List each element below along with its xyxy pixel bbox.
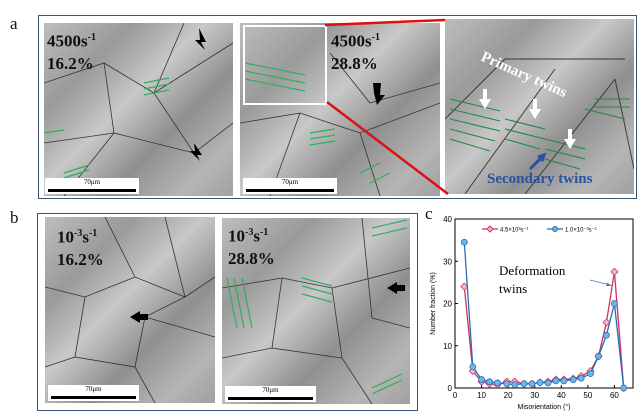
rate-base: 10: [57, 227, 74, 247]
data-point: [460, 238, 468, 246]
y-tick-label: 40: [443, 215, 452, 224]
zoomed-micrograph: Primary twins Secondary twins: [445, 19, 634, 194]
y-tick-label: 0: [448, 384, 453, 393]
x-tick-label: 0: [453, 391, 458, 400]
data-point: [469, 363, 477, 371]
panel-label-b: b: [10, 208, 19, 227]
scale-label: 70μm: [85, 385, 102, 393]
data-point: [503, 380, 511, 388]
rate-unit: s: [253, 226, 260, 246]
y-tick-label: 20: [443, 300, 452, 309]
y-tick-label: 30: [443, 257, 452, 266]
rate-unit: s: [82, 227, 89, 247]
y-tick-label: 10: [443, 342, 452, 351]
secondary-twins-label: Secondary twins: [487, 171, 593, 187]
micrograph-b2: 10-3s-1 28.8% 70μm: [222, 218, 410, 404]
annotation-text: Deformation: [499, 263, 566, 278]
scale-bar: 70μm: [48, 385, 139, 401]
rate-base: 10: [228, 226, 245, 246]
data-point: [494, 379, 501, 387]
strain-label: 28.8%: [228, 248, 275, 268]
x-tick-label: 20: [504, 391, 513, 400]
rate-label: 4500s: [331, 31, 372, 51]
data-point: [511, 381, 519, 389]
rate-label: 4500s: [47, 31, 88, 51]
data-point: [577, 374, 585, 382]
x-tick-label: 10: [477, 391, 486, 400]
data-point: [610, 267, 619, 276]
x-tick-label: 30: [530, 391, 539, 400]
data-point: [520, 380, 528, 388]
data-point: [603, 331, 610, 339]
panel-b-frame: [37, 213, 418, 411]
panel-a-frame: [38, 15, 637, 199]
data-point: [536, 379, 544, 386]
plot-frame: [454, 218, 634, 389]
data-point: [552, 377, 560, 385]
arrow-head-icon: [606, 282, 612, 286]
data-point: [478, 376, 485, 383]
rate-exponent: -1: [87, 32, 96, 43]
strain-label: 28.8%: [331, 53, 378, 73]
scale-bar: 70μm: [243, 178, 337, 194]
data-point: [595, 352, 602, 360]
scale-bar: 70μm: [45, 178, 139, 194]
rate-exponent: -3: [245, 227, 254, 238]
panel-label-c: c: [425, 204, 433, 223]
data-point: [587, 370, 594, 378]
data-point: [560, 377, 568, 385]
panel-label-a: a: [10, 14, 18, 33]
legend-marker: [552, 226, 558, 232]
rate-exponent: -3: [74, 228, 83, 239]
annotation-text: twins: [499, 281, 527, 296]
micrograph-a1: 4500s-1 16.2% 70μm: [44, 23, 233, 196]
data-point: [486, 378, 493, 386]
scale-label: 70μm: [262, 386, 279, 394]
micrograph-b1: 10-3s-1 16.2% 70μm: [45, 217, 215, 403]
x-tick-label: 60: [610, 391, 619, 400]
data-point: [544, 379, 552, 387]
zoom-region-box: [243, 25, 327, 105]
data-point: [602, 318, 611, 327]
data-point: [611, 300, 618, 307]
x-axis-label: Misorientation (°): [518, 403, 571, 411]
rate-exponent: -1: [371, 32, 380, 43]
series-line: [463, 271, 625, 389]
strain-label: 16.2%: [47, 53, 94, 73]
x-tick-label: 40: [557, 391, 566, 400]
x-tick-label: 50: [583, 391, 592, 400]
unit-exponent: -1: [88, 228, 98, 239]
strain-label: 16.2%: [57, 249, 104, 269]
data-point: [528, 380, 536, 388]
scale-label: 70μm: [83, 178, 101, 186]
micrograph-a2: 4500s-1 28.8% 70μm: [240, 23, 440, 196]
legend-marker: [486, 225, 494, 233]
data-point: [620, 384, 628, 392]
data-point: [569, 376, 577, 383]
legend-label: 4.5×10³s⁻¹: [500, 228, 529, 234]
unit-exponent: -1: [259, 227, 269, 238]
scale-label: 70μm: [281, 178, 299, 186]
legend-label: 1.0×10⁻³s⁻¹: [565, 228, 597, 234]
y-axis-label: Number fraction (%): [430, 272, 437, 335]
scale-bar: 70μm: [225, 386, 316, 402]
